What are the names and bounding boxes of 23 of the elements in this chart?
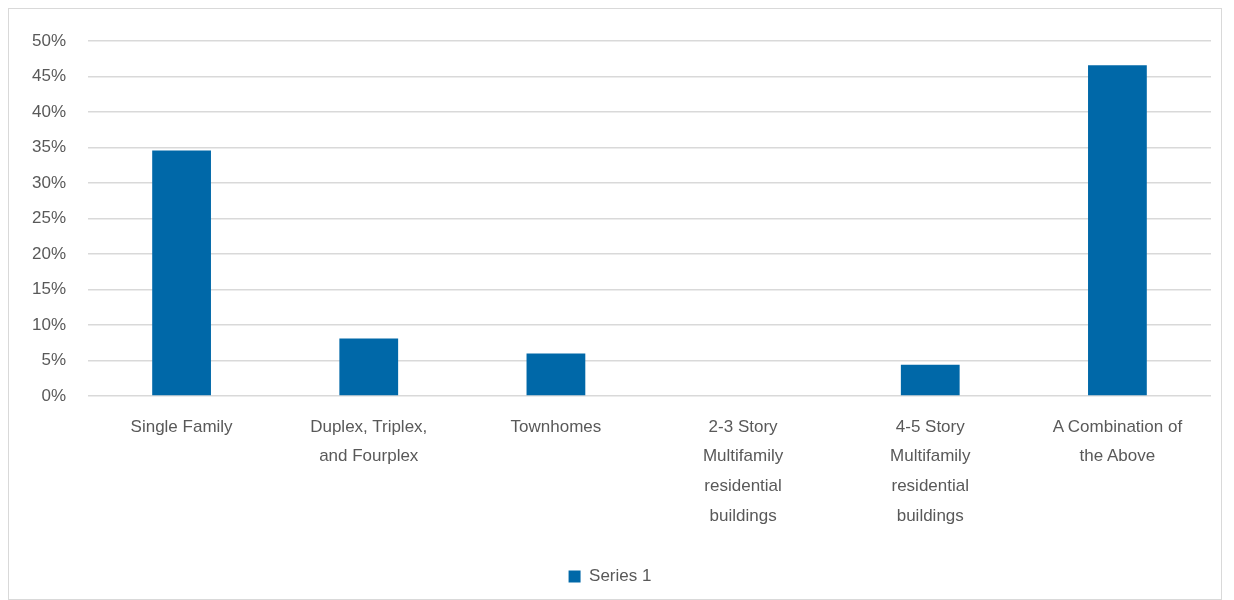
x-tick-label: 4-5 Story Multifamily residential buildings bbox=[890, 416, 971, 525]
bar bbox=[339, 338, 399, 396]
legend-label: Series 1 bbox=[589, 566, 652, 586]
bar bbox=[900, 364, 960, 396]
bar bbox=[152, 150, 211, 396]
y-tick-label: 15% bbox=[31, 279, 66, 299]
x-tick-label: Townhomes bbox=[510, 416, 602, 436]
y-tick-label: 30% bbox=[31, 172, 66, 192]
y-tick-label: 35% bbox=[31, 137, 66, 157]
y-tick-label: 5% bbox=[41, 350, 66, 370]
y-tick-label: 25% bbox=[31, 208, 66, 228]
y-tick-label: 50% bbox=[31, 30, 66, 50]
y-tick-label: 0% bbox=[41, 385, 66, 405]
bar bbox=[526, 353, 586, 396]
x-tick-label: Single Family bbox=[130, 416, 234, 436]
x-tick-label: Duplex, Triplex, and Fourplex bbox=[310, 416, 428, 466]
bar bbox=[1088, 65, 1147, 396]
y-tick-label: 10% bbox=[31, 314, 66, 334]
y-tick-label: 40% bbox=[31, 101, 66, 121]
y-tick-label: 20% bbox=[31, 243, 66, 263]
x-tick-label: 2-3 Story Multifamily residential buildings bbox=[702, 416, 784, 525]
x-tick-label: A Combination of the Above bbox=[1052, 416, 1183, 466]
y-tick-label: 45% bbox=[31, 66, 66, 86]
